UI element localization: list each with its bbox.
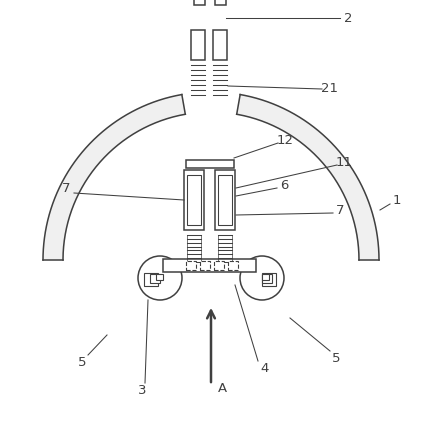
Bar [228,261,238,270]
Text: 5: 5 [332,352,340,365]
Bar [150,274,160,283]
Text: 5: 5 [78,355,86,368]
Bar [191,30,205,60]
Polygon shape [237,95,379,260]
Bar [156,274,163,280]
Text: 6: 6 [280,179,288,192]
Bar [186,261,196,270]
Polygon shape [43,95,185,260]
Text: 21: 21 [322,82,338,94]
Bar [214,261,224,270]
Circle shape [138,256,182,300]
Text: 1: 1 [393,193,401,206]
Bar [262,274,272,283]
Text: 4: 4 [261,362,269,374]
Bar [186,160,234,168]
Text: A: A [217,382,227,395]
Bar [218,175,232,225]
Bar [215,0,226,5]
Text: 12: 12 [276,134,293,146]
Bar [187,175,201,225]
Circle shape [240,256,284,300]
Text: 2: 2 [344,11,352,25]
Text: 7: 7 [336,203,344,217]
Bar [144,273,158,286]
Bar [194,0,205,5]
Bar [215,170,235,230]
Bar [213,30,227,60]
Text: 3: 3 [138,384,146,396]
Bar [262,274,269,280]
Text: 7: 7 [62,181,70,195]
Bar [184,170,204,230]
Text: 11: 11 [335,156,352,168]
Bar [200,261,210,270]
Bar [262,273,276,286]
Bar [163,259,256,272]
